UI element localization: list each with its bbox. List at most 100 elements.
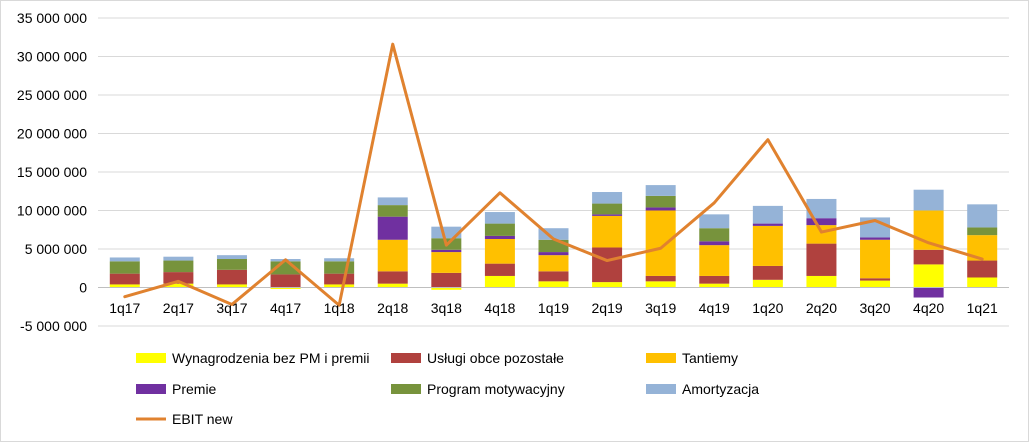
bar-segment-3	[806, 218, 837, 226]
bar-segment-5	[967, 204, 998, 228]
bar-segment-0	[216, 284, 247, 288]
bar-segment-2	[484, 238, 515, 264]
bar-segment-1	[860, 278, 891, 281]
bar-segment-1	[163, 272, 194, 284]
x-tick-label: 1q18	[324, 300, 355, 316]
bar-segment-2	[431, 252, 462, 273]
y-tick-label: 15 000 000	[17, 164, 87, 180]
x-tick-label: 1q19	[538, 300, 569, 316]
bar-segment-4	[163, 260, 194, 273]
y-tick-label: 30 000 000	[17, 49, 87, 65]
bar-segment-2	[806, 225, 837, 244]
bar-segment-1	[216, 269, 247, 285]
bar-segment-0	[431, 287, 462, 290]
x-tick-label: 3q19	[645, 300, 676, 316]
bar-segment-3	[377, 216, 408, 240]
bar-segment-5	[109, 257, 140, 262]
bar-segment-1	[967, 260, 998, 278]
bar-segment-1	[645, 275, 676, 282]
bar-segment-0	[109, 284, 140, 288]
bar-segment-5	[538, 228, 569, 240]
legend-swatch	[391, 384, 421, 394]
bar-segment-0	[592, 282, 623, 288]
x-tick-label: 2q18	[377, 300, 408, 316]
y-tick-label: 25 000 000	[17, 87, 87, 103]
legend: Wynagrodzenia bez PM i premii Usługi obce…	[136, 350, 759, 427]
bar-segment-5	[806, 198, 837, 219]
bar-segment-5	[431, 226, 462, 239]
y-tick-label: -5 000 000	[20, 318, 87, 334]
x-tick-label: 1q17	[109, 300, 140, 316]
bar-segment-5	[163, 256, 194, 261]
x-tick-label: 4q18	[484, 300, 515, 316]
gridlines	[98, 17, 1009, 327]
legend-label: Amortyzacja	[682, 381, 759, 397]
bar-segment-4	[645, 195, 676, 208]
bar-segment-5	[216, 255, 247, 260]
bar-segment-2	[699, 245, 730, 276]
bar-segment-0	[484, 275, 515, 288]
bar-segment-3	[645, 207, 676, 211]
bar-segment-5	[324, 258, 355, 262]
legend-swatch	[391, 353, 421, 363]
x-tick-label: 3q17	[216, 300, 247, 316]
bar-segment-0	[377, 283, 408, 288]
bar-segment-0	[967, 277, 998, 288]
bar-segment-1	[752, 265, 783, 280]
bar-series-group	[109, 185, 998, 298]
y-tick-label: 20 000 000	[17, 126, 87, 142]
x-tick-label: 4q17	[270, 300, 301, 316]
bar-segment-1	[806, 243, 837, 276]
bar-segment-2	[645, 210, 676, 276]
bar-segment-4	[216, 259, 247, 270]
bar-segment-1	[377, 271, 408, 284]
bar-segment-4	[324, 261, 355, 274]
legend-label: Usługi obce pozostałe	[427, 350, 564, 366]
y-tick-label: 35 000 000	[17, 10, 87, 26]
x-tick-label: 2q17	[163, 300, 194, 316]
bar-segment-2	[752, 225, 783, 266]
bar-segment-5	[592, 192, 623, 204]
bar-segment-1	[592, 247, 623, 283]
bar-segment-0	[270, 287, 301, 290]
bar-segment-1	[431, 272, 462, 288]
bar-segment-4	[699, 228, 730, 242]
bar-segment-3	[538, 252, 569, 256]
bar-segment-5	[699, 214, 730, 229]
legend-label: Wynagrodzenia bez PM i premii	[172, 350, 370, 366]
bar-segment-3	[860, 237, 891, 240]
line-series-group	[123, 42, 984, 307]
legend-label: Program motywacyjny	[427, 381, 565, 397]
bar-segment-0	[860, 280, 891, 288]
bar-segment-1	[109, 273, 140, 285]
x-tick-label: 2q19	[592, 300, 623, 316]
bar-segment-3	[431, 249, 462, 253]
bar-segment-4	[484, 223, 515, 236]
legend-swatch	[646, 384, 676, 394]
bar-segment-0	[752, 279, 783, 288]
bar-segment-1	[538, 271, 569, 282]
x-axis-tick-labels: 1q17 2q17 3q17 4q17 1q18 2q18 3q18 4q18 1q19 2q19…	[109, 300, 998, 316]
y-tick-label: 10 000 000	[17, 203, 87, 219]
bar-segment-2	[538, 255, 569, 272]
bar-segment-0	[913, 264, 944, 288]
x-tick-label: 2q20	[806, 300, 837, 316]
bar-segment-5	[484, 212, 515, 224]
bar-segment-2	[592, 215, 623, 248]
bar-segment-2	[860, 239, 891, 279]
y-tick-label: 5 000 000	[25, 241, 87, 257]
bar-segment-4	[109, 261, 140, 274]
legend-swatch	[646, 353, 676, 363]
bar-segment-0	[324, 284, 355, 288]
bar-segment-0	[699, 283, 730, 288]
bar-segment-3	[752, 223, 783, 226]
bar-segment-1	[913, 249, 944, 265]
bar-segment-5	[377, 197, 408, 206]
ebit-line	[123, 42, 984, 307]
x-tick-label: 1q20	[752, 300, 783, 316]
x-tick-label: 4q20	[913, 300, 944, 316]
x-tick-label: 3q20	[859, 300, 890, 316]
legend-swatch	[136, 353, 166, 363]
